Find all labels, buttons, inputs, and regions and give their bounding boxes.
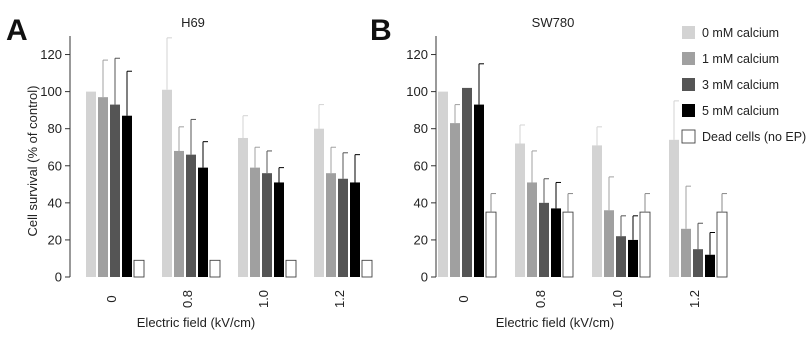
panel-a-bar: [350, 182, 360, 277]
panel-b-title: SW780: [532, 15, 575, 30]
panel-b-y-tick-label: 40: [414, 195, 428, 210]
panel-b-bar: [450, 123, 460, 277]
panel-a-bar: [285, 259, 297, 278]
panel-a-y-tick-label: 60: [48, 158, 62, 173]
panel-a-bar: [162, 89, 172, 277]
legend-swatch: [682, 52, 695, 65]
panel-b-bar: [462, 87, 472, 278]
legend-label: 5 mM calcium: [702, 104, 779, 118]
legend-label: 0 mM calcium: [702, 26, 779, 40]
panel-b-bar: [716, 211, 728, 278]
legend-swatch: [682, 26, 695, 39]
panel-b-bar: [592, 145, 602, 277]
panel-b-bar: [562, 211, 574, 278]
panel-a-y-tick-label: 20: [48, 232, 62, 247]
panel-b-y-tick-label: 80: [414, 121, 428, 136]
panel-a-x-tick-label: 1.0: [256, 290, 271, 308]
panel-b-y-tick-label: 20: [414, 232, 428, 247]
panel-a-bar: [133, 259, 145, 278]
panel-a-y-tick-label: 40: [48, 195, 62, 210]
panel-a-bar: [110, 104, 120, 277]
panel-b-y-tick-label: 100: [406, 84, 428, 99]
panel-a-x-tick-label: 0.8: [180, 290, 195, 308]
legend-label: 3 mM calcium: [702, 78, 779, 92]
panel-a-bar: [326, 173, 336, 277]
panel-a-bar: [122, 115, 132, 277]
panel-b-bar: [551, 208, 561, 277]
legend-label: 1 mM calcium: [702, 52, 779, 66]
panel-b-bar: [604, 210, 614, 277]
legend-swatch: [682, 78, 695, 91]
panel-a-bar: [262, 173, 272, 277]
panel-b-x-tick-label: 1.2: [687, 290, 702, 308]
legend-swatch: [681, 129, 696, 144]
legend-swatch: [682, 104, 695, 117]
panel-b-bar: [474, 104, 484, 277]
panel-a-bar: [98, 97, 108, 277]
panel-b-bar: [705, 254, 715, 277]
panel-b-bar: [485, 211, 497, 278]
panel-b-y-tick-label: 120: [406, 47, 428, 62]
panel-a-bar: [198, 167, 208, 277]
panel-a-bar: [250, 167, 260, 277]
panel-a-y-tick-label: 120: [40, 47, 62, 62]
panel-b-bar: [616, 236, 626, 277]
panel-a-xlabel: Electric field (kV/cm): [137, 315, 255, 330]
panel-a-plot: 0 20 40 60 80 100 120 0 0.8 1.0 1.2: [40, 36, 373, 308]
panel-b-bar: [527, 182, 537, 277]
panel-b-x-tick-label: 0.8: [533, 290, 548, 308]
panel-b-plot: 0 20 40 60 80 100 120 0 0.8 1.0 1.2: [406, 36, 728, 308]
panel-a-title: H69: [181, 15, 205, 30]
panel-a-ylabel: Cell survival (% of control): [25, 86, 40, 237]
panel-a-y-tick-label: 80: [48, 121, 62, 136]
panel-a-bar: [338, 178, 348, 277]
legend-label: Dead cells (no EP): [702, 130, 806, 144]
panel-a-bar: [314, 128, 324, 277]
panel-b-bar: [539, 202, 549, 277]
legend: 0 mM calcium 1 mM calcium 3 mM calcium 5 mM…: [681, 26, 806, 144]
panel-a-bar: [238, 137, 248, 277]
panel-b-bar: [628, 239, 638, 277]
panel-b-xlabel: Electric field (kV/cm): [496, 315, 614, 330]
panel-b-x-tick-label: 1.0: [610, 290, 625, 308]
panel-b-bar: [438, 91, 448, 277]
panel-b-letter: B: [370, 14, 392, 47]
panel-a-x-tick-label: 0: [104, 295, 119, 302]
panel-a-y-tick-label: 0: [55, 270, 62, 285]
panel-a-bar: [274, 182, 284, 277]
panel-b-bar: [639, 211, 651, 278]
panel-b-bar: [515, 143, 525, 277]
panel-a-bar: [186, 154, 196, 277]
panel-b-bar: [693, 249, 703, 277]
panel-b-x-tick-label: 0: [456, 295, 471, 302]
panel-a-letter: A: [6, 14, 28, 47]
panel-a-bar: [174, 150, 184, 277]
panel-a-x-tick-label: 1.2: [332, 290, 347, 308]
panel-b-bar: [669, 139, 679, 277]
panel-b-y-tick-label: 0: [421, 270, 428, 285]
panel-a-bar: [361, 259, 373, 278]
panel-a-bar: [209, 259, 221, 278]
panel-a-bar: [86, 91, 96, 277]
panel-a-y-tick-label: 100: [40, 84, 62, 99]
panel-b-bar: [681, 228, 691, 277]
panel-b-y-tick-label: 60: [414, 158, 428, 173]
